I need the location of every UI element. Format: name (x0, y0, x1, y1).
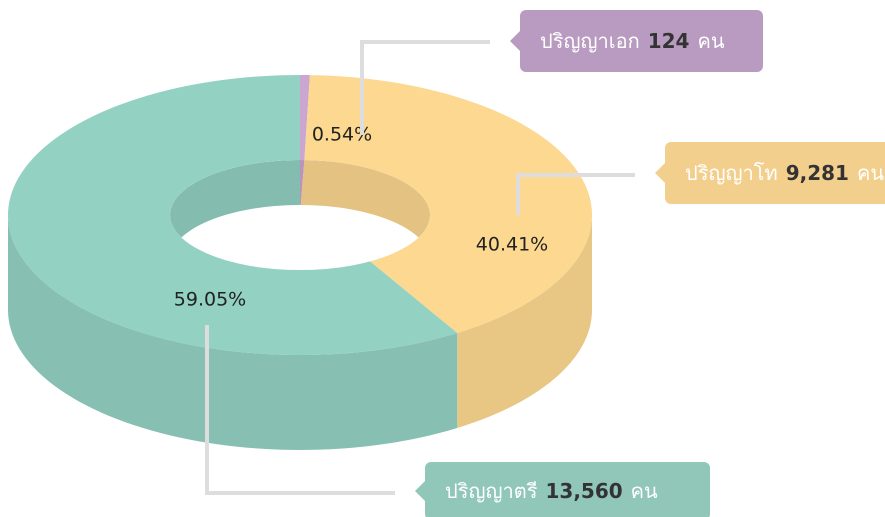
value-label: 59.05% (174, 289, 246, 311)
category-name: ปริญญาโท (685, 161, 778, 185)
count-box (665, 142, 885, 204)
slice (8, 75, 458, 355)
leader-line (516, 173, 635, 215)
count-label: 124 (648, 29, 690, 53)
leader-line (205, 325, 395, 495)
value-label: 40.41% (476, 234, 548, 256)
box-notch (510, 30, 521, 52)
box-notch (415, 480, 426, 502)
inner-wall (170, 160, 430, 270)
count-text: ปริญญาโท 9,281 คน (685, 161, 884, 185)
leader-line (360, 40, 490, 135)
slice-inner (300, 160, 305, 215)
count-text: ปริญญาเอก 124 คน (540, 29, 725, 53)
count-text: ปริญญาตรี 13,560 คน (445, 479, 658, 503)
value-label: 0.54% (312, 124, 372, 146)
category-name: ปริญญาเอก (540, 29, 640, 53)
count-box (425, 462, 710, 517)
slice (300, 75, 310, 161)
count-label: 9,281 (786, 161, 849, 185)
top-surface (8, 75, 592, 355)
slice-side (457, 215, 592, 428)
hole (170, 205, 430, 270)
box-notch (655, 162, 666, 184)
unit-label: คน (697, 29, 724, 53)
unit-label: คน (857, 161, 884, 185)
unit-label: คน (631, 479, 658, 503)
side-walls (8, 215, 592, 450)
slice-side (8, 215, 458, 450)
count-label: 13,560 (545, 479, 622, 503)
count-box (520, 10, 763, 72)
category-name: ปริญญาตรี (445, 479, 538, 503)
slice (304, 75, 592, 333)
labels: 0.54% ปริญญาเอก 124 คน 40.41% ปริญญาโท 9,281 คน… (174, 10, 885, 517)
